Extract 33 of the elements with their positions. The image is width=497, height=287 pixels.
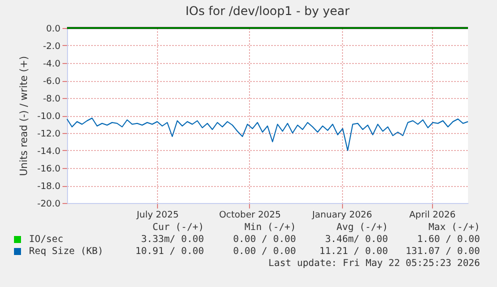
text: 131.07 / 0.00 [404, 246, 480, 258]
text: 0.00 / 0.00 [232, 246, 296, 258]
y-tick-label: -16.0 [37, 164, 61, 174]
y-tick-label: -20.0 [37, 200, 61, 210]
y-tick-label: -10.0 [37, 112, 61, 122]
y-tick-label: -4.0 [42, 60, 61, 70]
line-series [66, 118, 468, 151]
y-tick-label: -18.0 [37, 182, 61, 192]
y-tick-label: -8.0 [42, 94, 61, 104]
text: Last update: Fri May 22 05:25:23 2026 [267, 258, 480, 270]
x-tick-label: April 2026 [409, 210, 456, 220]
text: 10.91 / 0.00 [134, 246, 204, 258]
x-tick-label: January 2026 [311, 210, 372, 220]
text: 3.33m/ 0.00 [140, 234, 204, 246]
text: Min (-/+) [244, 222, 296, 234]
y-axis-title: Units read (-) / write (+) [19, 56, 30, 176]
text: Cur (-/+) [152, 222, 204, 234]
chart-title: IOs for /dev/loop1 - by year [185, 4, 350, 18]
text: 1.60 / 0.00 [416, 234, 480, 246]
x-tick-label: July 2025 [136, 210, 179, 220]
y-tick-label: -14.0 [37, 147, 61, 157]
legend-label: IO/sec [28, 234, 64, 246]
y-tick-label: -12.0 [37, 130, 61, 140]
text: Avg (-/+) [336, 222, 388, 234]
text: 11.21 / 0.00 [318, 246, 388, 258]
x-tick-label: October 2025 [219, 210, 281, 220]
legend-label: Req Size (KB) [28, 246, 104, 258]
y-tick-label: 0.0 [46, 24, 61, 34]
text: 0.00 / 0.00 [232, 234, 296, 246]
y-tick-label: -2.0 [42, 42, 61, 52]
text: 3.46m/ 0.00 [324, 234, 388, 246]
text: Max (-/+) [428, 222, 480, 234]
y-tick-label: -6.0 [42, 77, 61, 87]
